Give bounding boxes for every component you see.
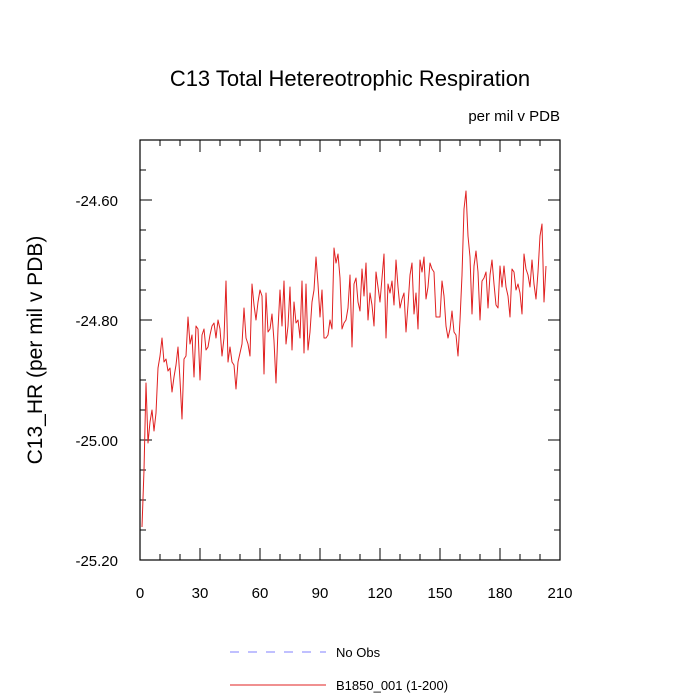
x-tick-label: 60 [252, 585, 269, 602]
x-tick-label: 30 [192, 585, 209, 602]
y-tick-label: -25.00 [75, 433, 118, 450]
y-tick-label: -24.60 [75, 193, 118, 210]
legend-label: B1850_001 (1-200) [336, 678, 448, 693]
x-tick-label: 90 [312, 585, 329, 602]
y-tick-label: -25.20 [75, 553, 118, 570]
x-tick-label: 0 [136, 585, 144, 602]
x-tick-label: 120 [367, 585, 392, 602]
y-axis-label: C13_HR (per mil v PDB) [24, 236, 47, 465]
series-line-b1850-001 [141, 190, 547, 528]
x-tick-label: 180 [487, 585, 512, 602]
chart-title: C13 Total Hetereotrophic Respiration [169, 66, 531, 91]
x-tick-label: 210 [547, 585, 572, 602]
legend-label: No Obs [336, 645, 381, 660]
y-tick-label: -24.80 [75, 313, 118, 330]
x-tick-label: 150 [427, 585, 452, 602]
plot-frame [139, 139, 561, 561]
units-label: per mil v PDB [468, 108, 560, 125]
